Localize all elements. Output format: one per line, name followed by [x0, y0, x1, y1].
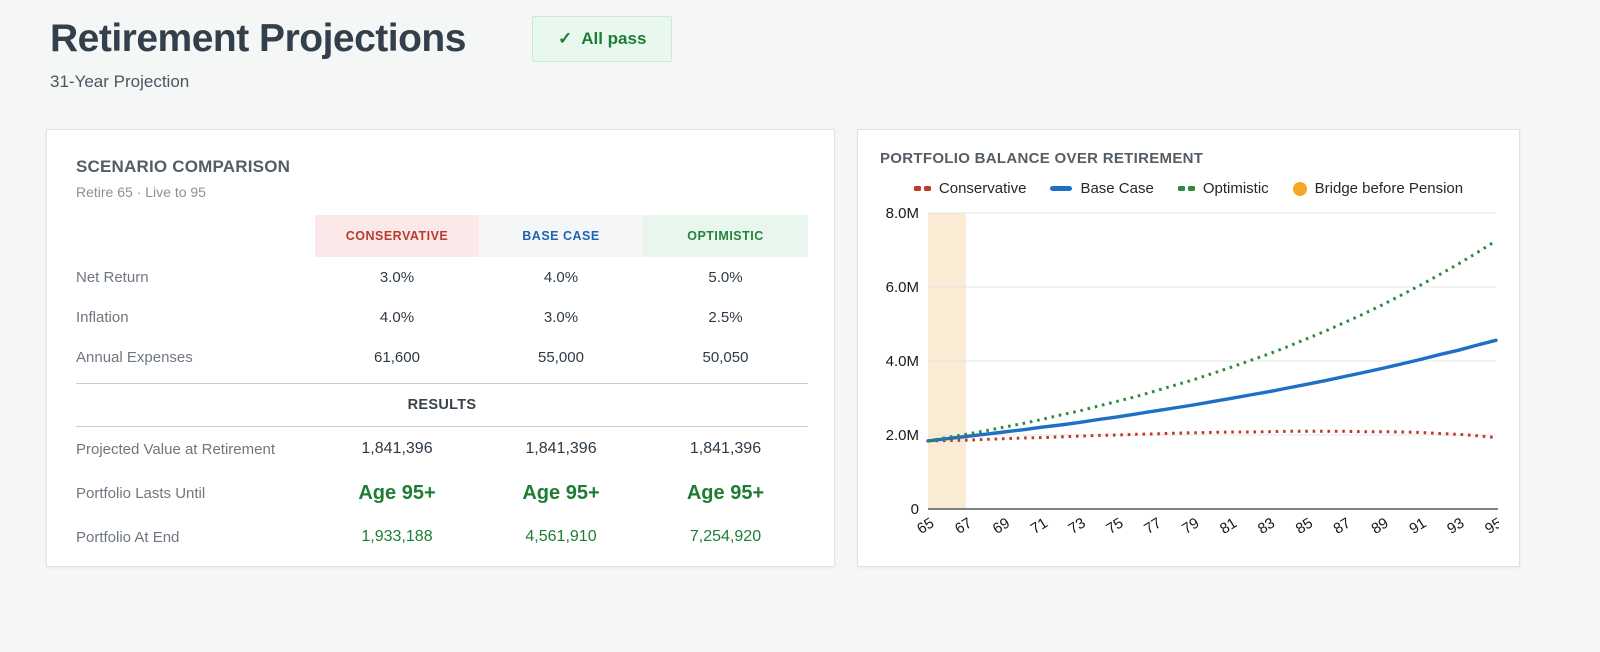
- cell-value: 5.0%: [708, 268, 743, 286]
- x-tick-label: 95: [1482, 515, 1499, 538]
- x-tick-label: 91: [1406, 515, 1429, 538]
- x-tick-label: 69: [990, 515, 1013, 538]
- cell-value: 50,050: [702, 348, 749, 366]
- series-base-case: [926, 338, 1498, 443]
- conservative-dashes-icon: [913, 186, 931, 191]
- scenario-table: CONSERVATIVE BASE CASE OPTIMISTIC Net Retur…: [76, 215, 808, 559]
- x-tick-label: 87: [1331, 515, 1354, 538]
- results-section-header: RESULTS: [76, 383, 808, 427]
- row-label-net-return: Net Return: [76, 268, 149, 286]
- page-header: Retirement Projections ✓ All pass 31-Yea…: [0, 0, 1600, 92]
- x-tick-label: 89: [1368, 515, 1391, 538]
- column-header-conservative: CONSERVATIVE: [315, 215, 479, 257]
- cell-value: 4.0%: [543, 268, 579, 286]
- title-row: Retirement Projections ✓ All pass: [50, 16, 1600, 62]
- dash: [923, 186, 931, 191]
- legend-item-base-case[interactable]: Base Case: [1050, 180, 1154, 197]
- cell-value: 1,841,396: [525, 440, 597, 457]
- column-header-optimistic: OPTIMISTIC: [643, 215, 808, 257]
- cell-value: 2.5%: [708, 308, 743, 326]
- legend-label: Base Case: [1080, 180, 1154, 197]
- chart-title: PORTFOLIO BALANCE OVER RETIREMENT: [880, 150, 1204, 167]
- portfolio-chart-card: PORTFOLIO BALANCE OVER RETIREMENT Conser…: [857, 129, 1520, 567]
- x-tick-label: 71: [1028, 515, 1051, 538]
- cards-row: SCENARIO COMPARISON Retire 65 · Live to …: [46, 129, 1554, 567]
- legend-label: Bridge before Pension: [1314, 180, 1464, 197]
- x-tick-label: 73: [1066, 515, 1089, 538]
- x-tick-label: 79: [1179, 515, 1202, 538]
- cell-value: 1,841,396: [361, 440, 433, 457]
- base-case-line-icon: [1050, 186, 1073, 191]
- y-tick-label: 2.0M: [886, 427, 919, 444]
- x-tick-label: 93: [1444, 515, 1467, 538]
- cell-value: 3.0%: [543, 308, 579, 326]
- portfolio-line-chart: 0 2.0M 4.0M 6.0M 8.0M 65 67 69 71 73 75 77 79 81 83 85 8…: [886, 205, 1499, 538]
- row-label-projected-value-at-retirement: Projected Value at Retirement: [76, 440, 275, 458]
- row-label-inflation: Inflation: [76, 308, 129, 326]
- x-tick-label: 85: [1293, 515, 1316, 538]
- cell-value: 1,933,188: [361, 528, 433, 545]
- series-optimistic: [927, 239, 1497, 443]
- dash: [1177, 186, 1185, 191]
- cell-value: 55,000: [538, 348, 584, 366]
- scenario-card-subtitle: Retire 65 · Live to 95: [76, 184, 206, 200]
- bridge-before-pension-circle-icon: [1292, 181, 1307, 196]
- legend-label: Optimistic: [1202, 180, 1269, 197]
- dash: [1187, 186, 1195, 191]
- table-corner-cell: [76, 215, 315, 257]
- check-icon: ✓: [557, 29, 573, 48]
- x-tick-label: 65: [914, 515, 937, 538]
- status-badge: ✓ All pass: [531, 16, 673, 62]
- series-conservative: [927, 429, 1497, 443]
- x-tick-label: 75: [1103, 515, 1126, 538]
- cell-value: 4.0%: [379, 308, 415, 326]
- y-tick-label: 8.0M: [886, 205, 919, 222]
- legend-label: Conservative: [938, 180, 1027, 197]
- cell-value: Age 95+: [522, 481, 600, 504]
- y-tick-label: 0: [911, 501, 919, 518]
- x-tick-label: 67: [952, 515, 975, 538]
- optimistic-dashes-icon: [1177, 186, 1195, 191]
- cell-value: 61,600: [374, 348, 420, 366]
- cell-value: 4,561,910: [525, 528, 597, 545]
- x-tick-label: 81: [1217, 515, 1240, 538]
- cell-value: 1,841,396: [689, 440, 762, 457]
- cell-value: 7,254,920: [689, 528, 762, 545]
- scenario-card-title: SCENARIO COMPARISON: [76, 157, 291, 176]
- status-badge-label: All pass: [581, 29, 647, 48]
- row-label-portfolio-lasts-until: Portfolio Lasts Until: [76, 484, 206, 502]
- cell-value: Age 95+: [358, 481, 436, 504]
- cell-value: Age 95+: [686, 481, 765, 504]
- row-label-annual-expenses: Annual Expenses: [76, 348, 193, 366]
- legend-item-conservative[interactable]: Conservative: [913, 180, 1027, 197]
- page-title: Retirement Projections: [50, 17, 466, 60]
- x-tick-label: 83: [1255, 515, 1278, 538]
- y-tick-label: 6.0M: [886, 279, 919, 296]
- x-tick-label: 77: [1141, 515, 1164, 538]
- chart-legend: Conservative Base Case Optimistic Bridge be…: [880, 180, 1497, 197]
- page-subtitle: 31-Year Projection: [50, 72, 190, 91]
- column-header-base-case: BASE CASE: [479, 215, 643, 257]
- dash: [913, 186, 921, 191]
- legend-item-bridge-before-pension[interactable]: Bridge before Pension: [1292, 180, 1464, 197]
- y-tick-label: 4.0M: [886, 353, 919, 370]
- scenario-comparison-card: SCENARIO COMPARISON Retire 65 · Live to …: [46, 129, 835, 567]
- legend-item-optimistic[interactable]: Optimistic: [1177, 180, 1269, 197]
- cell-value: 3.0%: [379, 268, 415, 286]
- row-label-portfolio-at-end: Portfolio At End: [76, 528, 180, 546]
